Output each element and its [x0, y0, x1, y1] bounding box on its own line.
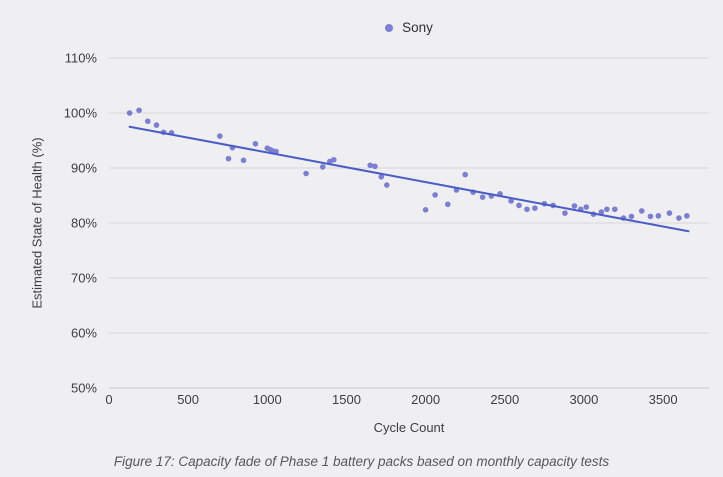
data-point: [136, 107, 142, 114]
x-tick-label: 3500: [649, 392, 678, 407]
data-point: [372, 163, 378, 170]
x-axis-title: Cycle Count: [373, 420, 445, 435]
y-axis-title: Estimated State of Health (%): [29, 137, 45, 309]
data-point: [604, 206, 610, 213]
y-tick-label: 50%: [71, 381, 97, 396]
data-point: [516, 202, 522, 209]
x-tick-label: 500: [177, 392, 199, 407]
data-point: [225, 155, 232, 162]
x-tick-label: 2000: [411, 392, 440, 407]
data-point: [628, 213, 635, 220]
data-point: [479, 194, 486, 200]
data-point: [524, 206, 530, 213]
data-point: [422, 207, 429, 213]
y-tick-label: 60%: [71, 326, 97, 341]
y-tick-label: 110%: [65, 51, 98, 66]
x-tick-label: 0: [105, 392, 112, 407]
data-point: [583, 204, 590, 210]
data-point: [384, 182, 390, 188]
trend-line: [128, 125, 690, 233]
data-point: [240, 157, 247, 164]
data-point: [508, 198, 514, 204]
data-point: [462, 171, 469, 178]
data-point: [319, 164, 326, 170]
data-point: [252, 141, 259, 147]
y-tick-label: 70%: [71, 271, 97, 286]
data-point: [638, 208, 645, 214]
data-point: [432, 192, 438, 198]
x-tick-label: 3000: [569, 392, 598, 407]
data-point: [612, 206, 618, 213]
chart-legend: Sony: [109, 20, 709, 35]
x-tick-label: 1000: [253, 392, 282, 407]
data-point: [666, 210, 673, 216]
data-point: [144, 118, 151, 125]
figure-caption: Figure 17: Capacity fade of Phase 1 batt…: [113, 454, 610, 469]
data-point: [684, 213, 690, 219]
data-point: [444, 201, 451, 208]
y-tick-label: 100%: [64, 106, 98, 121]
y-tick-label: 90%: [71, 161, 97, 176]
data-point: [331, 156, 337, 163]
x-tick-label: 2500: [490, 392, 519, 407]
data-point: [378, 174, 385, 180]
legend-marker-icon: [385, 23, 394, 32]
data-point: [303, 170, 309, 177]
data-point: [153, 122, 160, 128]
data-point: [676, 215, 682, 221]
legend-label: Sony: [402, 20, 433, 35]
data-point: [562, 210, 568, 216]
data-point: [126, 110, 133, 116]
data-point: [571, 203, 578, 209]
data-point: [367, 162, 374, 169]
data-point: [647, 213, 654, 220]
data-point: [655, 213, 662, 219]
x-tick-label: 1500: [332, 392, 361, 407]
data-point: [598, 209, 605, 215]
data-point: [217, 133, 223, 139]
y-tick-label: 80%: [71, 216, 97, 231]
data-point: [532, 205, 538, 211]
